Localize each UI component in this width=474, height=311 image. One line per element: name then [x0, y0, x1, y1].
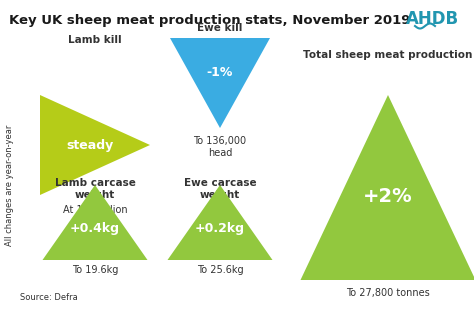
Text: Source: Defra: Source: Defra	[20, 293, 78, 302]
Polygon shape	[167, 185, 273, 260]
Text: +0.2kg: +0.2kg	[195, 222, 245, 235]
Polygon shape	[170, 38, 270, 128]
Text: Key UK sheep meat production stats, November 2019: Key UK sheep meat production stats, Nove…	[9, 14, 410, 27]
Text: To 27,800 tonnes: To 27,800 tonnes	[346, 288, 430, 298]
Text: Ewe kill: Ewe kill	[197, 23, 243, 33]
Text: +0.4kg: +0.4kg	[70, 222, 120, 235]
Text: +2%: +2%	[363, 187, 413, 206]
Text: Lamb carcase
weight: Lamb carcase weight	[55, 178, 136, 200]
Text: steady: steady	[66, 138, 114, 151]
Text: Total sheep meat production: Total sheep meat production	[303, 50, 473, 60]
Polygon shape	[43, 185, 147, 260]
Polygon shape	[40, 95, 150, 195]
Text: To 25.6kg: To 25.6kg	[197, 265, 243, 275]
Text: Lamb kill: Lamb kill	[68, 35, 122, 45]
Text: At 1.2 million
head: At 1.2 million head	[63, 205, 128, 227]
Text: To 136,000
head: To 136,000 head	[193, 136, 246, 158]
Text: To 19.6kg: To 19.6kg	[72, 265, 118, 275]
Polygon shape	[301, 95, 474, 280]
Text: -1%: -1%	[207, 66, 233, 79]
Text: AHDB: AHDB	[405, 10, 458, 28]
Text: Ewe carcase
weight: Ewe carcase weight	[184, 178, 256, 200]
Text: All changes are year-on-year: All changes are year-on-year	[6, 124, 15, 246]
